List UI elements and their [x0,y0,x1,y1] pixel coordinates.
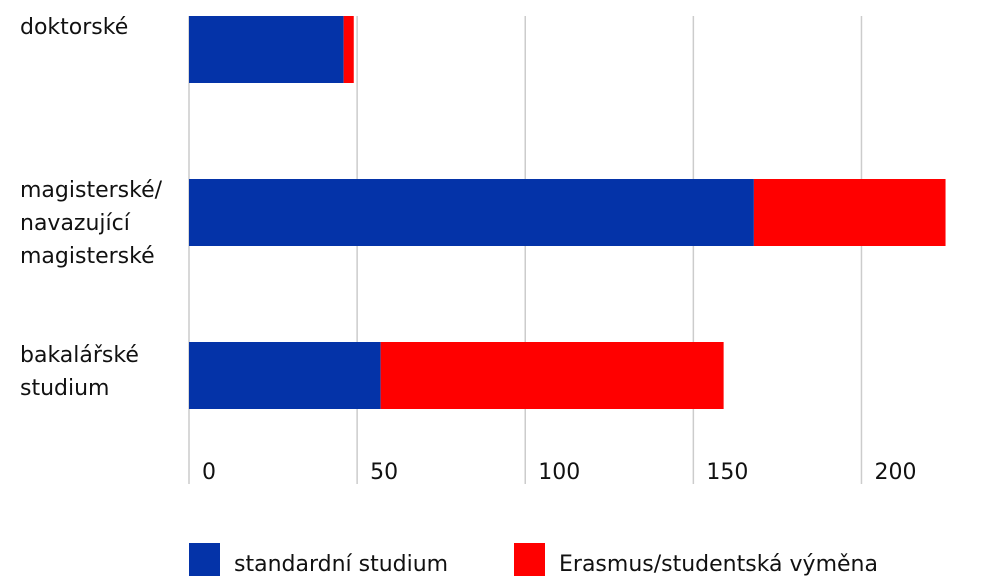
bar-0-series-1 [343,16,354,83]
legend-swatch-0 [189,543,220,576]
legend-label-1: Erasmus/studentská výměna [559,552,878,576]
category-label-line: bakalářské [20,343,139,368]
tick-label-0: 0 [202,460,216,485]
bar-2-series-0 [189,342,381,409]
tick-label-150: 150 [706,460,748,485]
bars [189,16,946,409]
tick-label-100: 100 [538,460,580,485]
tick-label-200: 200 [874,460,916,485]
category-label-0: doktorské [20,15,128,40]
x-axis-tick-labels: 0 50 100 150 200 [202,460,916,485]
legend-label-0: standardní studium [234,552,448,576]
bar-1-series-0 [189,179,754,246]
legend-swatch-1 [514,543,545,576]
category-label-line: magisterské/ [20,178,163,203]
bar-1-series-1 [753,179,946,246]
category-label-2: bakalářské studium [20,343,139,401]
category-label-line: navazující [20,211,131,236]
bar-2-series-1 [380,342,724,409]
category-label-1: magisterské/navazující magisterské [20,178,163,269]
category-label-line: magisterské [20,244,155,269]
category-label-line: studium [20,376,109,401]
legend: standardní studium Erasmus/studentská vým… [189,543,878,576]
category-label-line: doktorské [20,15,128,40]
tick-label-50: 50 [370,460,398,485]
gridlines [188,16,863,484]
bar-0-series-0 [189,16,344,83]
